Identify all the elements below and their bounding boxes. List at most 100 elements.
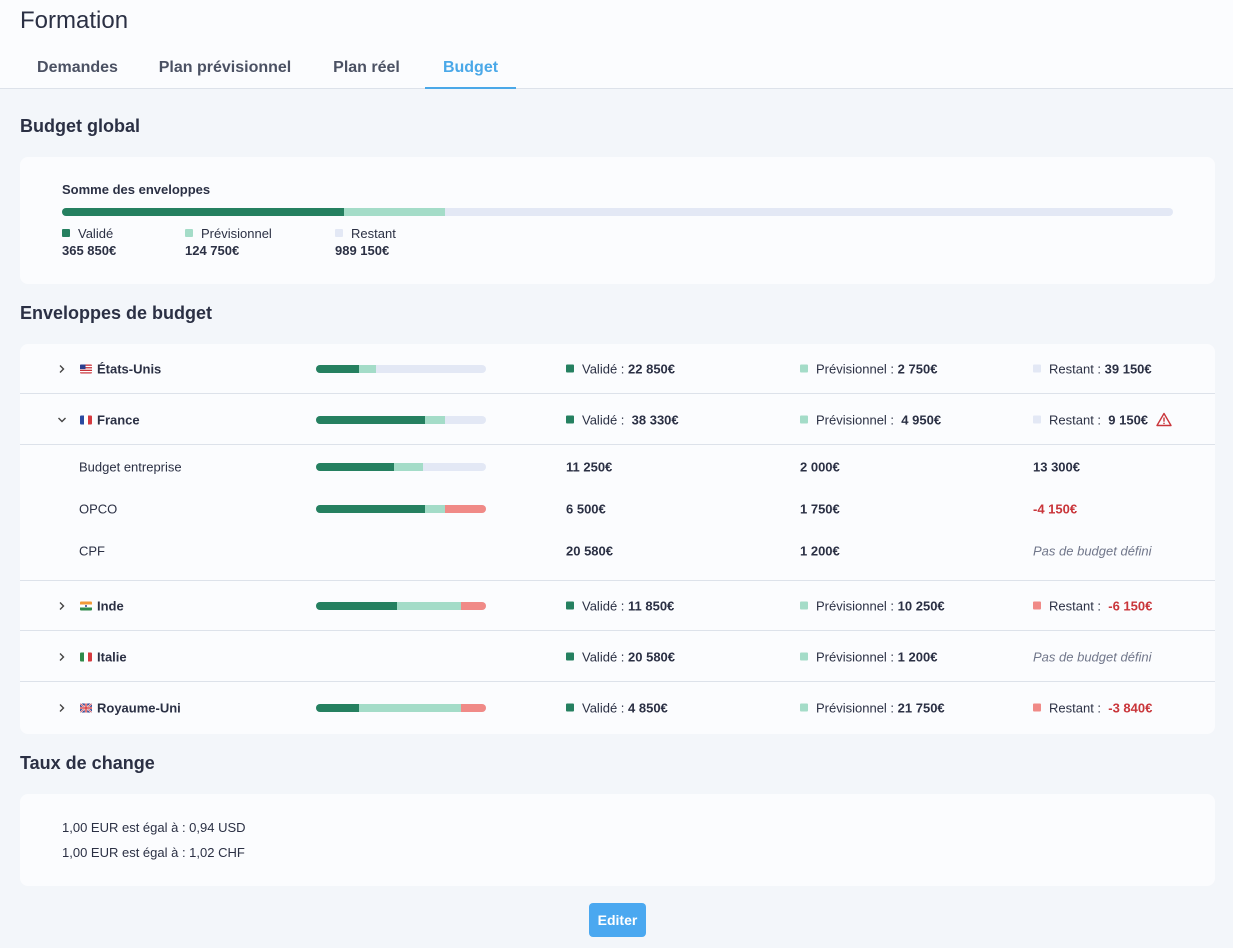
uk-flag-icon [80,703,92,713]
section-title-envelopes: Enveloppes de budget [20,303,213,323]
bar-forecast [396,601,462,610]
global-bar-forecast [344,208,445,216]
page-title: Formation [20,7,129,34]
remaining-cell: Restant : 9 150€ [1033,412,1172,427]
validated-square-icon [566,364,574,372]
validated-value: 11 250€ [566,459,613,475]
india-flag-icon [80,601,92,610]
legend-validated: Validé 365 850€ [62,226,117,258]
warning-icon [1156,412,1172,426]
chevron-right-icon[interactable] [56,363,68,375]
validated-value: 6 500€ [566,501,606,517]
forecast-square-icon [800,703,808,712]
bar-over [460,704,486,712]
forecast-cell: Prévisionnel : 21 750€ [800,701,945,716]
legend-validated-value: 365 850€ [62,243,117,258]
tab-budget[interactable]: Budget [425,50,516,89]
validated-square-icon [566,703,574,712]
envelope-name: Italie [97,649,127,664]
global-budget-card: Somme des enveloppes Validé 365 850€ Pré… [20,157,1215,284]
envelope-row-us[interactable]: États-Unis Validé : 22 850€ Prévisionnel… [20,344,1215,394]
global-card-title: Somme des enveloppes [62,182,211,197]
validated-cell: Validé : 20 580€ [566,649,675,664]
envelope-name: Inde [97,598,124,613]
bar-forecast [424,505,446,513]
envelope-row-france[interactable]: France Validé : 38 330€ Prévisionnel : 4… [20,395,1215,445]
validated-value: 20 580€ [566,543,613,559]
validated-square-icon [566,652,574,660]
remaining-cell: Restant : -6 150€ [1033,598,1152,613]
remaining-square-icon [1033,364,1041,372]
italy-flag-icon [80,652,92,661]
chevron-down-icon[interactable] [56,414,68,426]
validated-cell: Validé : 11 850€ [566,598,674,613]
forecast-cell: Prévisionnel : 2 750€ [800,361,937,376]
tab-demandes[interactable]: Demandes [37,59,118,76]
bar-validated [316,463,395,471]
us-flag-icon [80,364,92,373]
envelope-progress-bar [316,415,486,424]
validated-cell: Validé : 4 850€ [566,701,668,716]
envelope-progress-bar [316,601,486,610]
forecast-square-icon [800,364,808,372]
sub-envelope-row: CPF 20 580€ 1 200€ Pas de budget défini [20,530,1215,581]
remaining-cell: Restant : -3 840€ [1033,701,1152,716]
section-title-budget-global: Budget global [20,116,140,136]
over-budget-square-icon [1033,601,1041,609]
envelope-name: États-Unis [97,361,162,376]
envelope-row-uk[interactable]: Royaume-Uni Validé : 4 850€ Prévisionnel… [20,683,1215,733]
forecast-value: 1 750€ [800,501,840,517]
remaining-square-icon [1033,415,1041,423]
forecast-cell: Prévisionnel : 10 250€ [800,598,945,613]
forecast-value: 2 000€ [800,459,840,475]
section-title-exchange: Taux de change [20,753,155,773]
exchange-rate-line: 1,00 EUR est égal à : 0,94 USD [62,820,246,835]
forecast-square-icon [800,652,808,660]
over-budget-square-icon [1033,703,1041,712]
validated-cell: Validé : 22 850€ [566,361,675,376]
envelope-progress-bar [316,704,486,712]
bar-validated [316,704,359,712]
sub-envelope-name: CPF [79,543,105,559]
bar-forecast [424,415,446,424]
legend-forecast: Prévisionnel 124 750€ [185,226,272,258]
forecast-square-icon [800,415,808,423]
bar-forecast [358,704,461,712]
chevron-right-icon[interactable] [56,651,68,663]
chevron-right-icon[interactable] [56,600,68,612]
bar-validated [316,601,397,610]
legend-remaining-value: 989 150€ [335,243,390,258]
sub-envelope-row: Budget entreprise 11 250€ 2 000€ 13 300€ [20,446,1215,488]
global-progress-bar [62,208,1173,216]
remaining-cell: Restant : 39 150€ [1033,361,1152,376]
bar-over [461,601,486,610]
tab-plan-reel[interactable]: Plan réel [333,59,400,76]
sub-envelope-name: Budget entreprise [79,459,182,475]
remaining-value: 13 300€ [1033,459,1080,475]
envelope-name: Royaume-Uni [97,700,181,716]
global-bar-validated [62,208,345,216]
forecast-square-icon [800,601,808,609]
validated-square-icon [566,415,574,423]
envelopes-card: États-Unis Validé : 22 850€ Prévisionnel… [20,344,1215,734]
remaining-value: Pas de budget défini [1033,543,1152,559]
validated-square-icon [62,229,70,237]
validated-square-icon [566,601,574,609]
chevron-right-icon[interactable] [56,702,68,714]
bar-validated [316,415,425,424]
page-header: Formation Demandes Plan prévisionnel Pla… [0,0,1233,89]
tab-plan-previsionnel[interactable]: Plan prévisionnel [158,59,292,76]
envelope-progress-bar [316,364,486,373]
forecast-cell: Prévisionnel : 1 200€ [800,649,937,664]
edit-button[interactable]: Editer [589,903,646,937]
legend-remaining: Restant 989 150€ [335,226,396,258]
bar-over [445,505,486,513]
forecast-value: 1 200€ [800,543,840,559]
envelope-row-italy[interactable]: Italie Validé : 20 580€ Prévisionnel : 1… [20,632,1215,682]
envelope-row-india[interactable]: Inde Validé : 11 850€ Prévisionnel : 10 … [20,581,1215,631]
forecast-cell: Prévisionnel : 4 950€ [800,412,941,427]
france-flag-icon [80,415,92,424]
sub-envelope-progress-bar [316,463,486,471]
bar-validated [316,505,425,513]
sub-envelope-row: OPCO 6 500€ 1 750€ -4 150€ [20,488,1215,530]
